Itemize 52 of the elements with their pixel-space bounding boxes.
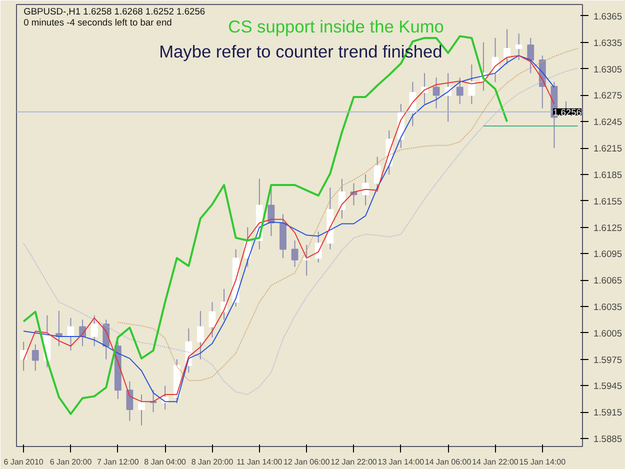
candlestick: [432, 77, 440, 109]
candlestick: [338, 178, 346, 219]
x-tick-label: 15 Jan 14:00: [519, 458, 566, 466]
y-tick-label: 1.6155: [594, 196, 622, 206]
candlestick: [314, 231, 322, 263]
y-tick-label: 1.6005: [594, 328, 622, 338]
candlestick: [90, 314, 98, 347]
y-tick-label: 1.6245: [594, 117, 622, 128]
x-tick-label: 11 Jan 14:00: [236, 458, 283, 466]
y-tick-label: 1.6335: [594, 38, 622, 48]
x-tick-label: 6 Jan 2010: [4, 458, 44, 466]
x-tick-label: 13 Jan 14:00: [378, 458, 425, 466]
x-tick-label: 14 Jan 22:00: [472, 458, 519, 466]
y-tick-label: 1.6035: [594, 302, 622, 312]
candlestick: [374, 156, 381, 193]
candlestick: [515, 33, 522, 60]
y-tick-label: 1.6065: [594, 276, 622, 286]
x-tick-label: 12 Jan 06:00: [283, 458, 330, 466]
y-tick-label: 1.6185: [594, 170, 622, 180]
y-tick-label: 1.6275: [594, 90, 622, 101]
y-tick-label: 1.6125: [594, 222, 622, 233]
candlestick: [468, 64, 476, 104]
y-tick-label: 1.5915: [594, 408, 622, 418]
ref-line-label: 1.6256: [552, 107, 582, 118]
candlestick: [527, 37, 534, 74]
x-tick-label: 7 Jan 12:00: [97, 458, 140, 466]
chart-title: GBPUSD-,H1 1.6258 1.6268 1.6252 1.6256: [24, 6, 206, 16]
annotation: CS support inside the Kumo: [228, 16, 444, 36]
y-tick-label: 1.6215: [594, 144, 622, 154]
candlestick: [32, 344, 39, 372]
y-tick-label: 1.6365: [594, 11, 622, 22]
candlestick: [504, 28, 510, 65]
candlestick: [197, 310, 204, 360]
y-tick-label: 1.5885: [594, 434, 622, 444]
x-tick-label: 8 Jan 04:00: [144, 458, 187, 466]
text: 0 minutes -4 seconds left to bar end: [24, 18, 172, 28]
candlestick: [291, 240, 298, 268]
line-series: [22, 35, 508, 415]
candlestick: [362, 174, 369, 206]
candlestick: [456, 77, 464, 104]
y-tick-label: 1.6305: [594, 64, 622, 74]
x-tick-label: 12 Jan 22:00: [330, 458, 378, 466]
y-tick-label: 1.6095: [594, 249, 622, 260]
candlestick: [20, 341, 28, 372]
x-tick-label: 6 Jan 20:00: [50, 458, 92, 466]
x-tick-label: 8 Jan 20:00: [191, 458, 234, 466]
x-tick-label: 14 Jan 06:00: [424, 458, 472, 466]
candlestick: [138, 394, 145, 426]
y-tick-label: 1.5945: [594, 381, 622, 392]
candlestick: [208, 302, 216, 338]
y-tick-label: 1.5975: [594, 354, 622, 365]
candlestick: [303, 244, 310, 276]
